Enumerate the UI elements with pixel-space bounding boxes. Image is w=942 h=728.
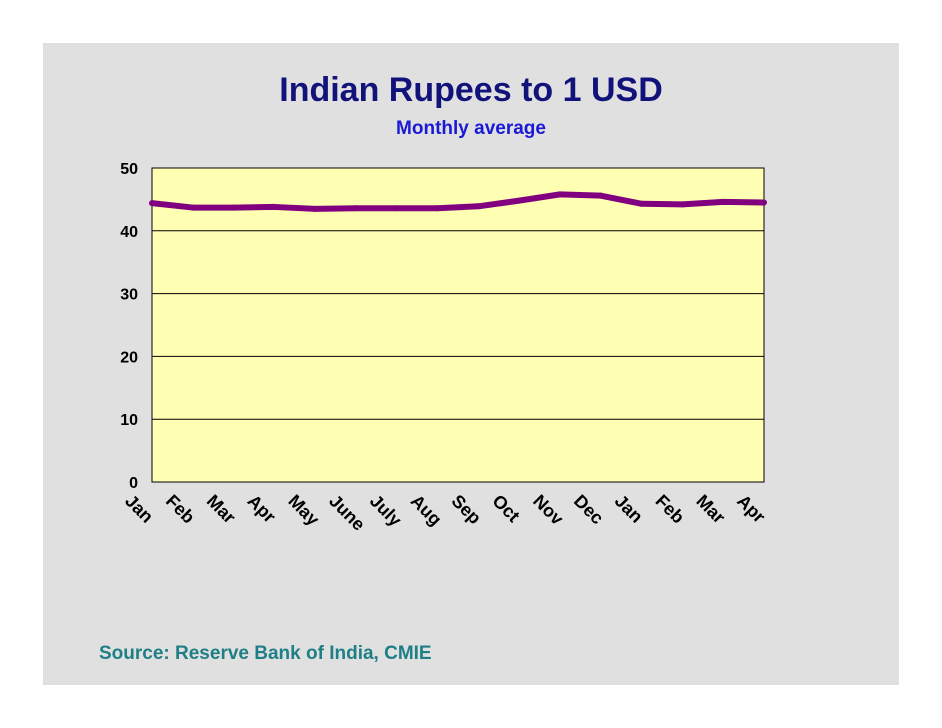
series-layer — [149, 191, 767, 212]
x-tick-label: Jan — [611, 491, 647, 527]
data-point — [312, 205, 319, 212]
x-tick-label: Nov — [529, 491, 567, 529]
data-point — [761, 199, 767, 206]
data-point — [434, 205, 441, 212]
data-point — [393, 205, 400, 212]
x-tick-label: Aug — [407, 491, 446, 530]
data-point — [149, 200, 155, 207]
data-point — [679, 201, 686, 208]
x-tick-label: May — [284, 491, 323, 530]
data-point — [475, 203, 482, 210]
x-tick-label: June — [325, 491, 369, 535]
data-point — [720, 198, 727, 205]
data-point — [597, 192, 604, 199]
y-tick-label: 40 — [120, 224, 138, 241]
series-line — [151, 191, 765, 212]
x-tick-label: Sep — [448, 491, 485, 528]
data-point — [353, 205, 359, 212]
data-point — [638, 200, 645, 207]
x-tick-label: Apr — [733, 491, 769, 527]
x-tick-label: Mar — [692, 491, 729, 528]
data-point — [271, 203, 278, 210]
x-tick-label: July — [366, 491, 406, 531]
x-tick-label: Jan — [121, 491, 157, 527]
source-note: Source: Reserve Bank of India, CMIE — [99, 643, 432, 664]
data-point — [516, 197, 523, 204]
x-tick-label: Dec — [570, 491, 607, 528]
y-tick-label: 20 — [120, 349, 138, 366]
y-axis-ticks: 0 10 20 30 40 50 — [120, 161, 138, 492]
chart-subtitle: Monthly average — [396, 118, 546, 139]
y-tick-label: 10 — [120, 412, 138, 429]
x-tick-label: Oct — [488, 491, 523, 526]
x-tick-label: Feb — [652, 491, 689, 528]
x-tick-label: Mar — [203, 491, 240, 528]
chart-title: Indian Rupees to 1 USD — [279, 71, 663, 109]
y-tick-label: 50 — [120, 161, 138, 178]
plot-area — [151, 167, 765, 483]
data-point — [230, 204, 237, 211]
y-tick-label: 30 — [120, 287, 138, 304]
data-point — [189, 204, 196, 211]
x-tick-label: Apr — [244, 491, 280, 527]
y-tick-label: 0 — [129, 475, 138, 492]
gridlines — [152, 167, 764, 483]
data-point — [557, 191, 563, 198]
x-tick-label: Feb — [162, 491, 199, 528]
